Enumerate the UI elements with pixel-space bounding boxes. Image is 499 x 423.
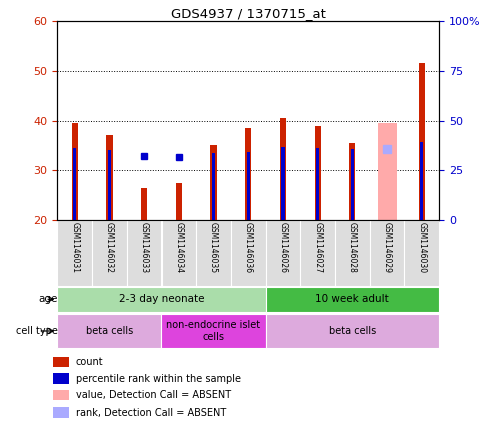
Bar (419, 63, 425, 220)
Text: non-endocrine islet
cells: non-endocrine islet cells (167, 320, 260, 342)
Bar (316, 148, 319, 220)
Text: GSM1146026: GSM1146026 (278, 222, 287, 273)
Text: cell type: cell type (15, 326, 57, 336)
Bar (141, 188, 147, 220)
Bar (92, 220, 127, 286)
Bar (53, 357, 69, 368)
Bar (108, 151, 111, 220)
Bar (370, 220, 404, 286)
Bar (314, 126, 321, 220)
Bar (73, 148, 76, 220)
Text: count: count (76, 357, 103, 367)
Text: beta cells: beta cells (329, 326, 376, 336)
Text: 2-3 day neonate: 2-3 day neonate (119, 294, 204, 304)
Bar (245, 128, 251, 220)
Bar (53, 390, 69, 400)
Bar (265, 287, 439, 312)
Text: GSM1146027: GSM1146027 (313, 222, 322, 273)
Bar (300, 220, 335, 286)
Text: GSM1146034: GSM1146034 (174, 222, 183, 273)
Bar (106, 135, 113, 220)
Text: rank, Detection Call = ABSENT: rank, Detection Call = ABSENT (76, 408, 226, 418)
Bar (378, 123, 397, 220)
Bar (57, 220, 92, 286)
Text: age: age (38, 294, 57, 304)
Bar (176, 183, 182, 220)
Text: percentile rank within the sample: percentile rank within the sample (76, 374, 241, 384)
Bar (265, 314, 439, 348)
Bar (57, 287, 265, 312)
Text: GSM1146031: GSM1146031 (70, 222, 79, 273)
Bar (127, 220, 162, 286)
Text: GSM1146032: GSM1146032 (105, 222, 114, 273)
Bar (162, 314, 265, 348)
Text: GSM1146029: GSM1146029 (383, 222, 392, 273)
Bar (405, 220, 439, 286)
Text: beta cells: beta cells (86, 326, 133, 336)
Text: GSM1146030: GSM1146030 (417, 222, 426, 273)
Bar (281, 147, 284, 220)
Bar (335, 220, 370, 286)
Text: GSM1146036: GSM1146036 (244, 222, 253, 273)
Bar (196, 220, 231, 286)
Text: 10 week adult: 10 week adult (315, 294, 389, 304)
Bar (351, 149, 354, 220)
Bar (265, 220, 300, 286)
Bar (53, 374, 69, 384)
Bar (53, 407, 69, 418)
Bar (349, 143, 355, 220)
Bar (231, 220, 265, 286)
Text: GSM1146035: GSM1146035 (209, 222, 218, 273)
Bar (211, 146, 217, 220)
Bar (162, 220, 196, 286)
Text: value, Detection Call = ABSENT: value, Detection Call = ABSENT (76, 390, 231, 400)
Title: GDS4937 / 1370715_at: GDS4937 / 1370715_at (171, 7, 326, 20)
Bar (247, 152, 250, 220)
Bar (420, 143, 423, 220)
Bar (280, 118, 286, 220)
Bar (212, 154, 215, 220)
Bar (57, 314, 162, 348)
Bar (72, 123, 78, 220)
Text: GSM1146033: GSM1146033 (140, 222, 149, 273)
Text: GSM1146028: GSM1146028 (348, 222, 357, 273)
